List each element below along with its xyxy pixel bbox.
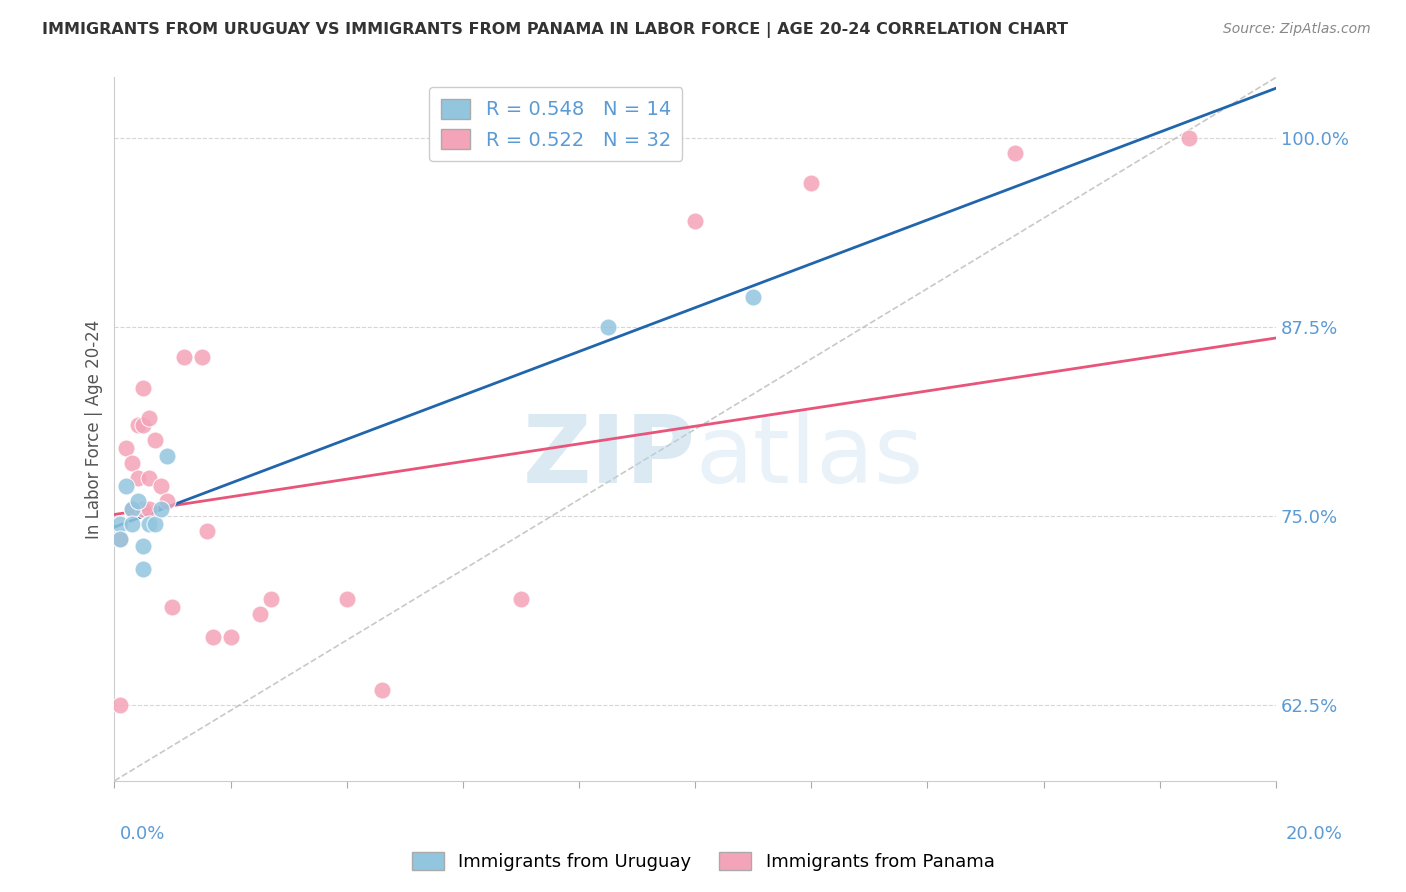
- Text: IMMIGRANTS FROM URUGUAY VS IMMIGRANTS FROM PANAMA IN LABOR FORCE | AGE 20-24 COR: IMMIGRANTS FROM URUGUAY VS IMMIGRANTS FR…: [42, 22, 1069, 38]
- Legend: R = 0.548   N = 14, R = 0.522   N = 32: R = 0.548 N = 14, R = 0.522 N = 32: [429, 87, 682, 161]
- Point: [121, 456, 143, 470]
- Point: [132, 380, 155, 394]
- Point: [110, 698, 132, 713]
- Point: [336, 592, 359, 607]
- Point: [138, 471, 160, 485]
- Text: 0.0%: 0.0%: [120, 825, 165, 843]
- Point: [156, 494, 179, 508]
- Point: [156, 449, 179, 463]
- Point: [138, 501, 160, 516]
- Point: [127, 494, 149, 508]
- Point: [260, 592, 283, 607]
- Point: [249, 607, 271, 622]
- Text: Source: ZipAtlas.com: Source: ZipAtlas.com: [1223, 22, 1371, 37]
- Point: [143, 516, 166, 531]
- Point: [1004, 146, 1026, 161]
- Point: [115, 441, 138, 455]
- Point: [195, 524, 218, 539]
- Point: [190, 351, 212, 365]
- Text: 20.0%: 20.0%: [1286, 825, 1343, 843]
- Text: ZIP: ZIP: [522, 411, 695, 503]
- Text: atlas: atlas: [695, 411, 924, 503]
- Point: [121, 501, 143, 516]
- Point: [138, 516, 160, 531]
- Point: [110, 516, 132, 531]
- Point: [121, 501, 143, 516]
- Point: [121, 516, 143, 531]
- Point: [370, 683, 392, 698]
- Point: [110, 532, 132, 546]
- Point: [115, 479, 138, 493]
- Point: [202, 630, 225, 644]
- Point: [149, 501, 172, 516]
- Point: [219, 630, 242, 644]
- Point: [742, 290, 765, 304]
- Point: [683, 214, 706, 228]
- Point: [132, 562, 155, 576]
- Point: [596, 320, 619, 334]
- Point: [132, 501, 155, 516]
- Point: [149, 479, 172, 493]
- Point: [132, 418, 155, 433]
- Point: [132, 540, 155, 554]
- Point: [127, 418, 149, 433]
- Point: [800, 177, 823, 191]
- Legend: Immigrants from Uruguay, Immigrants from Panama: Immigrants from Uruguay, Immigrants from…: [405, 845, 1001, 879]
- Point: [510, 592, 533, 607]
- Point: [143, 434, 166, 448]
- Point: [138, 410, 160, 425]
- Point: [1178, 131, 1201, 145]
- Point: [110, 532, 132, 546]
- Y-axis label: In Labor Force | Age 20-24: In Labor Force | Age 20-24: [86, 319, 103, 539]
- Point: [127, 471, 149, 485]
- Point: [162, 599, 184, 614]
- Point: [173, 351, 195, 365]
- Point: [1206, 819, 1229, 833]
